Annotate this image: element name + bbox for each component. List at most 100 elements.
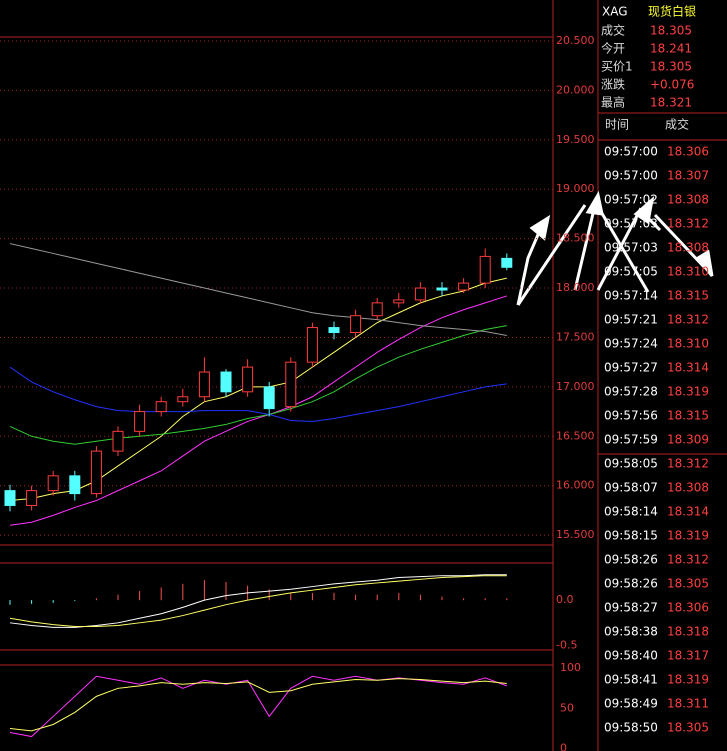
y-tick-label: 20.000 (556, 83, 595, 96)
trade-price: 18.319 (667, 385, 709, 399)
trade-time: 09:57:28 (604, 385, 658, 399)
trade-time: 09:57:59 (604, 433, 658, 447)
candle-body (285, 361, 297, 408)
y-tick-label: 0 (560, 742, 567, 751)
y-tick-label: 20.500 (556, 34, 595, 47)
macd-line (9, 575, 507, 627)
y-tick-label: 0.0 (556, 593, 574, 606)
candle-body (393, 299, 405, 304)
candle-body (220, 371, 232, 393)
trade-time: 09:57:21 (604, 313, 658, 327)
candle-body (26, 490, 38, 506)
trade-price: 18.317 (667, 649, 709, 663)
trade-price: 18.305 (667, 577, 709, 591)
trade-time: 09:57:05 (604, 265, 658, 279)
trade-price: 18.314 (667, 361, 709, 375)
instrument-name: 现货白银 (648, 4, 696, 19)
kdj-line (9, 675, 507, 738)
candle-body (263, 386, 275, 410)
trade-price: 18.318 (667, 625, 709, 639)
annotation-arrows (516, 190, 714, 306)
y-tick-label: 17.500 (556, 330, 595, 343)
moving-average (9, 325, 507, 445)
quote-value: 18.305 (650, 24, 692, 38)
trade-time: 09:58:38 (604, 625, 658, 639)
candle-body (90, 450, 102, 495)
quote-value: 18.321 (650, 96, 692, 110)
trade-time: 09:58:26 (604, 577, 658, 591)
candle-body (458, 282, 470, 291)
quote-value: 18.305 (650, 60, 692, 74)
candle-body (436, 287, 448, 291)
candle-body (328, 327, 340, 334)
y-tick-label: 17.000 (556, 380, 595, 393)
trade-price: 18.319 (667, 529, 709, 543)
trade-price: 18.312 (667, 313, 709, 327)
trade-price: 18.309 (667, 433, 709, 447)
quote-label: 今开 (601, 41, 625, 56)
macd-line (9, 574, 507, 628)
moving-average (9, 366, 507, 422)
y-tick-label: 18.500 (556, 232, 595, 245)
moving-average (9, 243, 507, 336)
trade-price: 18.306 (667, 601, 709, 615)
quote-label: 最高 (601, 95, 625, 110)
trade-time: 09:57:00 (604, 169, 658, 183)
y-tick-label: 15.500 (556, 528, 595, 541)
trade-price: 18.312 (667, 457, 709, 471)
kdj-line (9, 678, 507, 732)
trade-price: 18.307 (667, 169, 709, 183)
trade-time: 09:57:56 (604, 409, 658, 423)
trade-time: 09:58:50 (604, 721, 658, 735)
y-tick-label: 19.500 (556, 133, 595, 146)
y-tick-label: 19.000 (556, 182, 595, 195)
trade-time: 09:58:27 (604, 601, 658, 615)
trade-price: 18.310 (667, 265, 709, 279)
candle-body (414, 287, 426, 301)
trade-time: 09:57:27 (604, 361, 658, 375)
trade-time: 09:57:14 (604, 289, 658, 303)
trade-price: 18.306 (667, 145, 709, 159)
trade-time: 09:57:00 (604, 145, 658, 159)
candle-body (155, 401, 167, 413)
trade-price: 18.308 (667, 481, 709, 495)
candle-body (306, 327, 318, 363)
trade-time: 09:57:03 (604, 241, 658, 255)
trade-time: 09:58:49 (604, 697, 658, 711)
y-tick-label: -0.5 (556, 638, 577, 651)
trade-time: 09:57:03 (604, 217, 658, 231)
trade-price: 18.315 (667, 409, 709, 423)
candle-body (501, 257, 513, 268)
trade-price: 18.315 (667, 289, 709, 303)
trade-time: 09:58:40 (604, 649, 658, 663)
candle-body (479, 255, 491, 284)
trade-price: 18.311 (667, 697, 709, 711)
quote-value: +0.076 (650, 78, 694, 92)
trade-price: 18.310 (667, 337, 709, 351)
trade-time: 09:58:05 (604, 457, 658, 471)
quote-value: 18.241 (650, 42, 692, 56)
trades-header: 成交 (665, 117, 689, 132)
candle-body (371, 302, 383, 317)
quote-label: 成交 (601, 23, 625, 38)
candle-body (112, 430, 124, 452)
trades-header: 时间 (605, 118, 629, 132)
trade-price: 18.308 (667, 241, 709, 255)
trade-time: 09:58:41 (604, 673, 658, 687)
trade-price: 18.312 (667, 553, 709, 567)
trade-time: 09:57:24 (604, 337, 658, 351)
y-tick-label: 16.500 (556, 429, 595, 442)
candle-body (4, 490, 16, 506)
candle-body (177, 396, 189, 403)
y-tick-label: 100 (560, 661, 581, 674)
trade-price: 18.312 (667, 217, 709, 231)
trade-price: 18.308 (667, 193, 709, 207)
candle-body (69, 475, 81, 495)
quote-label: 买价1 (601, 60, 633, 74)
y-tick-label: 16.000 (556, 479, 595, 492)
y-tick-label: 50 (560, 701, 574, 714)
trade-time: 09:57:02 (604, 193, 658, 207)
trade-price: 18.314 (667, 505, 709, 519)
